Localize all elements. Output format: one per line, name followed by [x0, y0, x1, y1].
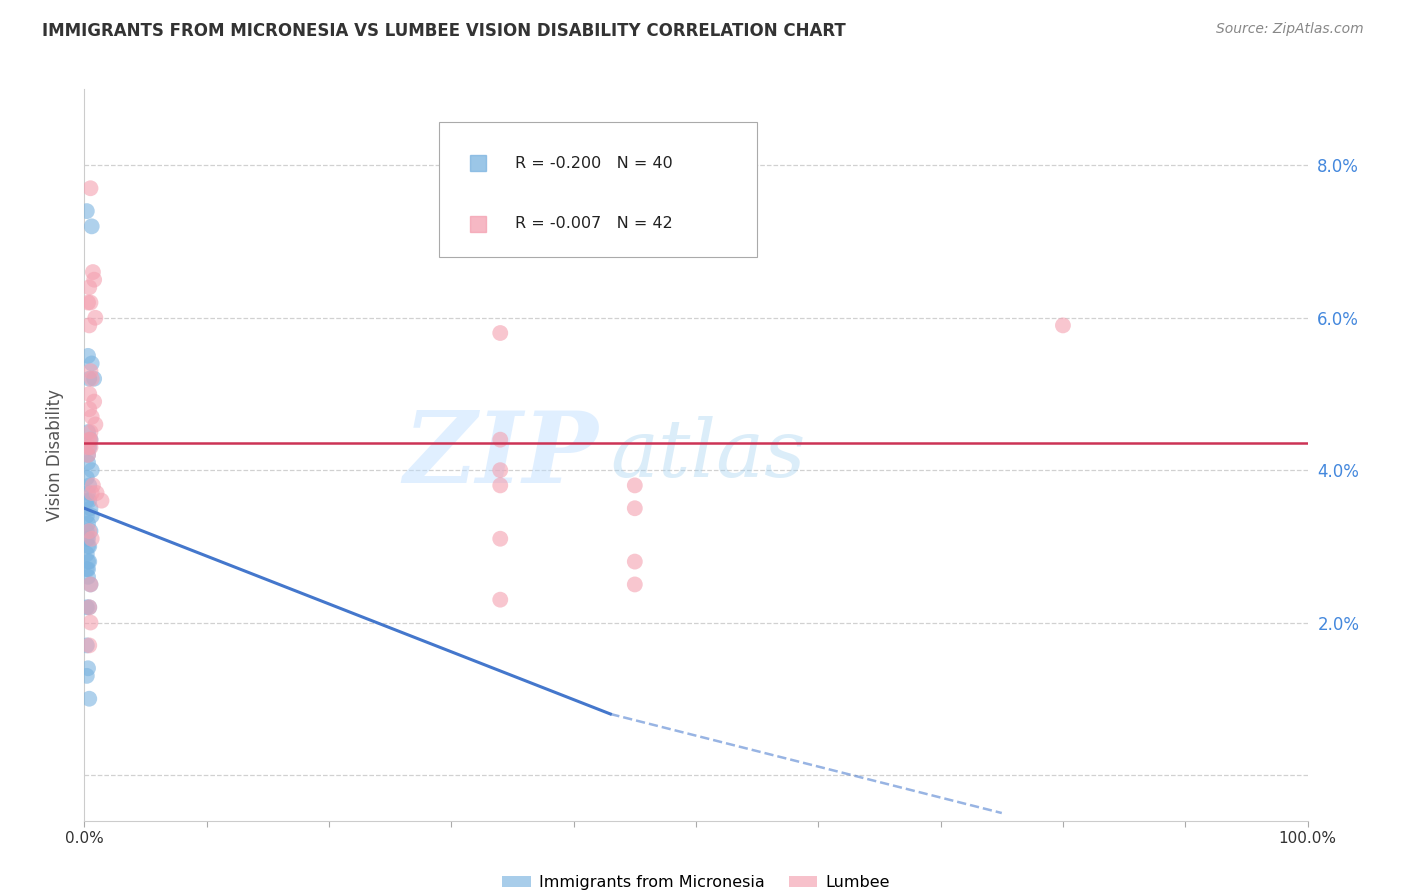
- Point: [79, 295, 101, 310]
- Point: [79, 615, 101, 630]
- Point: [79, 433, 101, 447]
- Point: [79, 425, 101, 439]
- Point: [77, 440, 100, 454]
- Point: [79, 364, 101, 378]
- Point: [77, 639, 100, 653]
- Point: [76, 547, 98, 561]
- Point: [77, 562, 100, 576]
- Point: [77, 539, 100, 553]
- FancyBboxPatch shape: [439, 122, 758, 258]
- Point: [80, 532, 103, 546]
- Point: [77, 493, 100, 508]
- Point: [77, 318, 100, 333]
- Point: [1052, 318, 1074, 333]
- Text: R = -0.200   N = 40: R = -0.200 N = 40: [515, 156, 672, 170]
- Point: [624, 577, 647, 591]
- Point: [77, 600, 100, 615]
- Point: [84, 417, 107, 432]
- Point: [76, 532, 98, 546]
- Point: [84, 310, 107, 325]
- Point: [77, 539, 100, 553]
- Point: [77, 433, 100, 447]
- Point: [77, 555, 100, 569]
- Point: [80, 463, 103, 477]
- Point: [76, 524, 98, 538]
- Point: [86, 486, 108, 500]
- Point: [77, 532, 100, 546]
- Point: [77, 448, 100, 462]
- Point: [76, 639, 98, 653]
- Point: [77, 516, 100, 531]
- Point: [77, 570, 100, 584]
- Point: [77, 661, 100, 675]
- Point: [624, 501, 647, 516]
- Point: [76, 508, 98, 523]
- Point: [79, 181, 101, 195]
- Point: [77, 691, 100, 706]
- Point: [80, 508, 103, 523]
- Point: [624, 478, 647, 492]
- Point: [77, 524, 100, 538]
- Point: [77, 402, 100, 417]
- Point: [76, 493, 98, 508]
- Point: [489, 532, 512, 546]
- Point: [80, 356, 103, 371]
- Point: [79, 577, 101, 591]
- Point: [83, 372, 105, 386]
- Point: [489, 463, 512, 477]
- Text: ZIP: ZIP: [404, 407, 598, 503]
- Point: [76, 600, 98, 615]
- Point: [90, 493, 112, 508]
- Point: [82, 478, 104, 492]
- Point: [80, 219, 103, 234]
- Point: [79, 501, 101, 516]
- Point: [80, 486, 103, 500]
- Text: IMMIGRANTS FROM MICRONESIA VS LUMBEE VISION DISABILITY CORRELATION CHART: IMMIGRANTS FROM MICRONESIA VS LUMBEE VIS…: [42, 22, 846, 40]
- Point: [77, 425, 100, 439]
- Point: [76, 562, 98, 576]
- Point: [77, 555, 100, 569]
- Point: [77, 600, 100, 615]
- Point: [77, 349, 100, 363]
- Point: [77, 295, 100, 310]
- Point: [82, 265, 104, 279]
- Point: [80, 409, 103, 424]
- Text: R = -0.007   N = 42: R = -0.007 N = 42: [515, 216, 672, 231]
- Point: [489, 433, 512, 447]
- Point: [79, 577, 101, 591]
- Point: [77, 372, 100, 386]
- Y-axis label: Vision Disability: Vision Disability: [45, 389, 63, 521]
- Point: [77, 280, 100, 294]
- Point: [79, 524, 101, 538]
- Point: [77, 387, 100, 401]
- Point: [77, 440, 100, 454]
- Point: [77, 456, 100, 470]
- Point: [79, 433, 101, 447]
- Point: [83, 394, 105, 409]
- Point: [489, 478, 512, 492]
- Point: [489, 592, 512, 607]
- Point: [624, 555, 647, 569]
- Point: [83, 273, 105, 287]
- Legend: Immigrants from Micronesia, Lumbee: Immigrants from Micronesia, Lumbee: [496, 869, 896, 892]
- Text: atlas: atlas: [610, 417, 806, 493]
- Point: [76, 669, 98, 683]
- Point: [77, 486, 100, 500]
- Point: [77, 478, 100, 492]
- Point: [489, 326, 512, 340]
- Point: [76, 204, 98, 219]
- Point: [79, 440, 101, 454]
- Point: [80, 372, 103, 386]
- Text: Source: ZipAtlas.com: Source: ZipAtlas.com: [1216, 22, 1364, 37]
- Point: [76, 471, 98, 485]
- Point: [77, 448, 100, 462]
